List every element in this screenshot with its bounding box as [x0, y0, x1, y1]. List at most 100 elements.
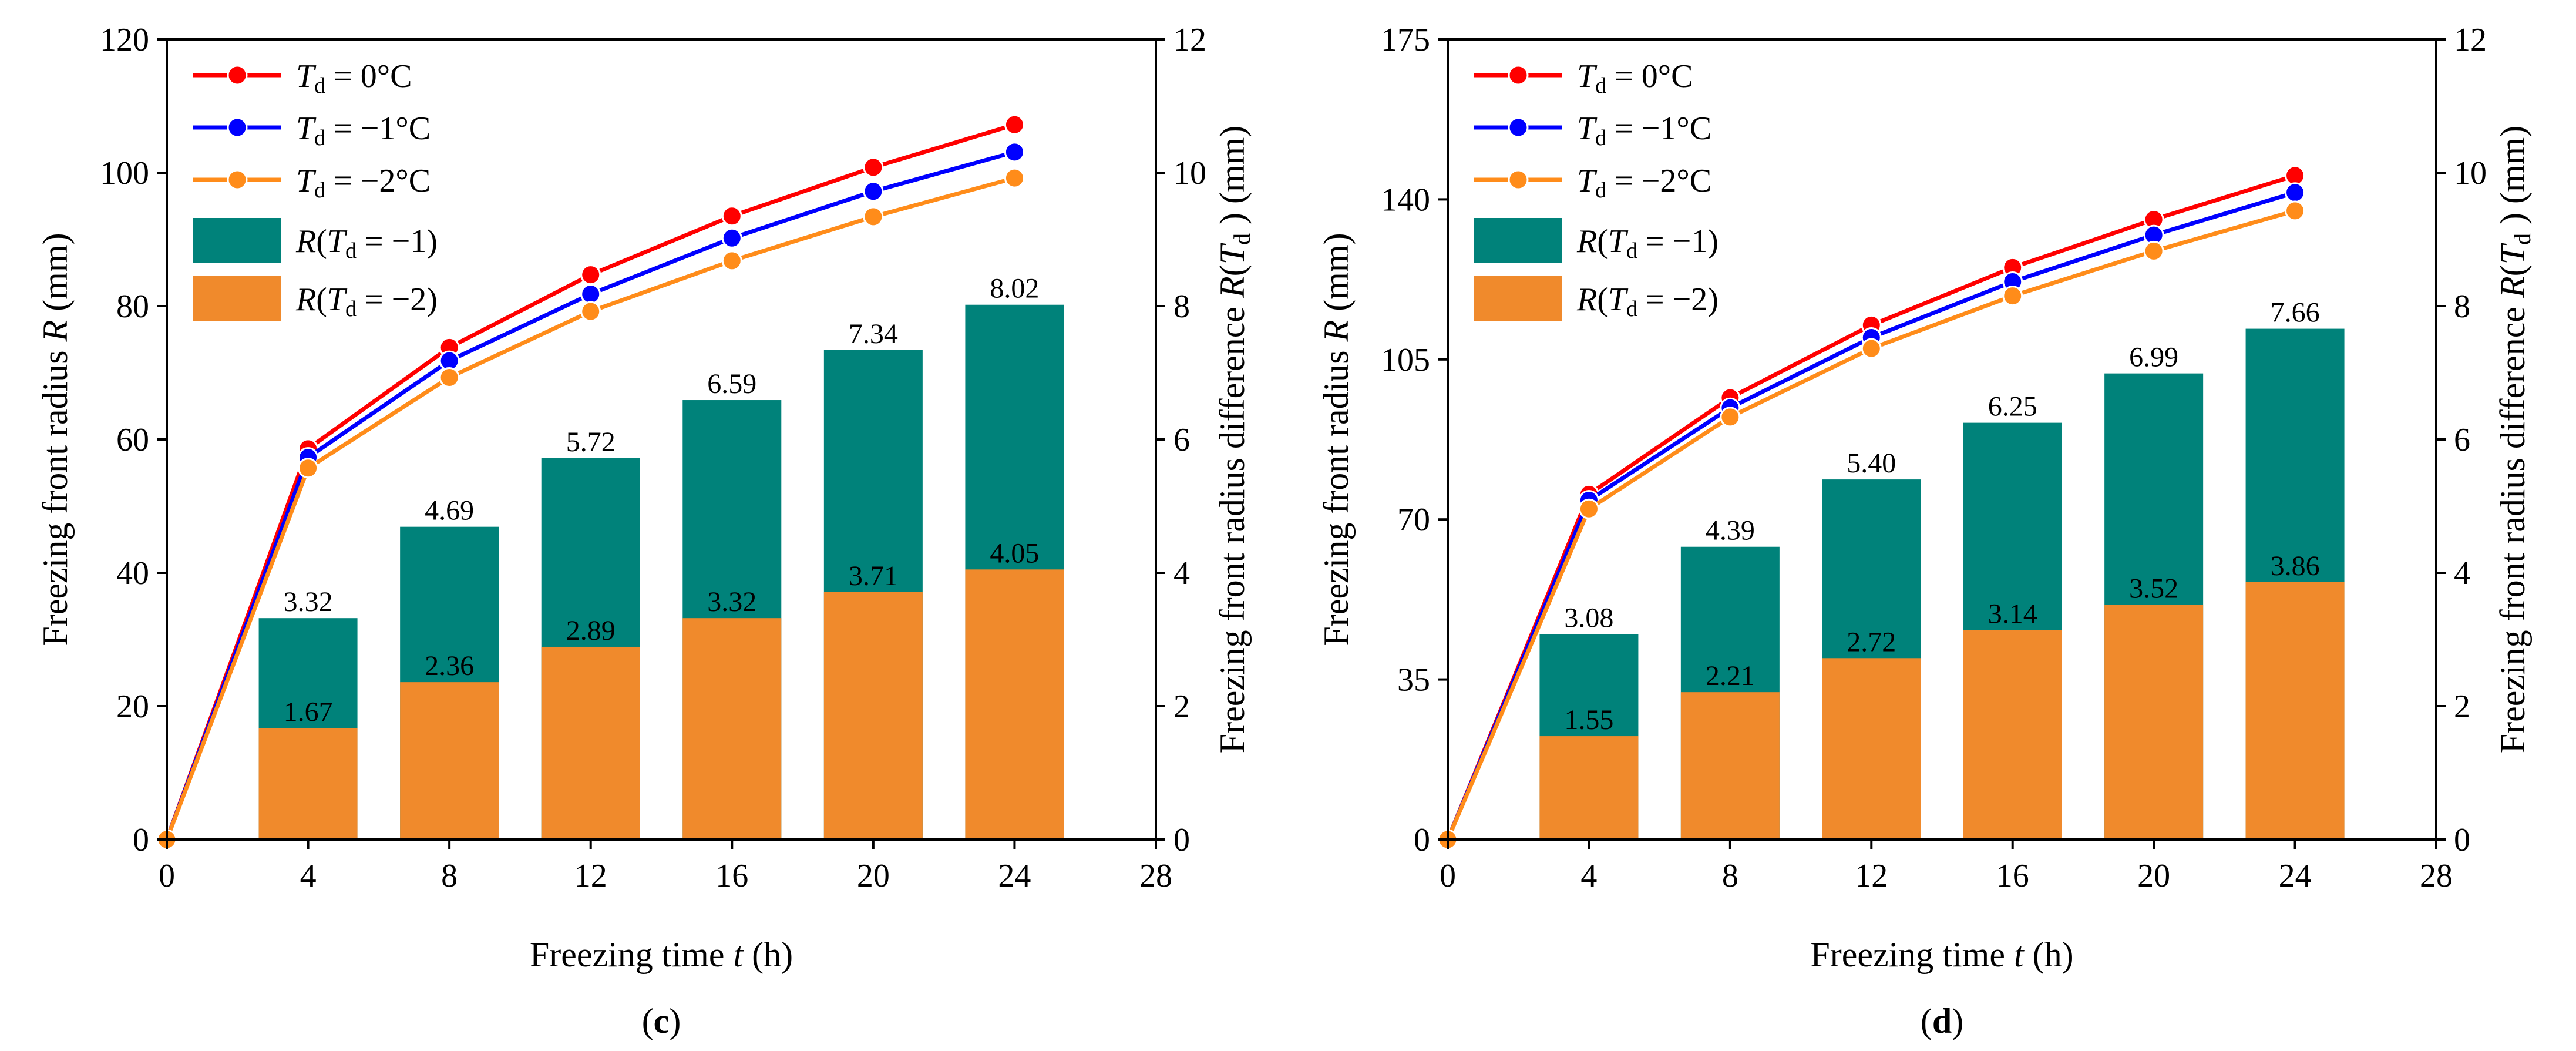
bar-diff-2	[541, 646, 640, 840]
bar-diff-2	[258, 728, 358, 840]
x-tick-label: 8	[1722, 858, 1738, 894]
legend-bar-swatch	[193, 218, 281, 263]
legend: Td = 0°C Td = −1°C Td = −2°C R(Td = −1) R(Td…	[1474, 58, 1719, 321]
y-tick-label: 0	[133, 822, 149, 858]
series-point	[298, 458, 319, 479]
y-tick-label: 70	[1397, 502, 1430, 538]
y2-tick-label: 0	[2454, 822, 2470, 858]
x-tick-label: 28	[1139, 858, 1172, 894]
legend-label: R(Td = −2)	[295, 281, 438, 321]
bar-value-label: 7.66	[2271, 297, 2320, 328]
panel-label: (d)	[1921, 1002, 1963, 1040]
legend-marker	[227, 65, 248, 86]
y-axis-title: Freezing front radius R (mm)	[36, 233, 75, 646]
legend-label: R(Td = −1)	[295, 223, 438, 263]
series-point	[1004, 114, 1025, 135]
bar-diff-2	[1963, 630, 2062, 840]
legend-label: Td = −2°C	[1577, 163, 1711, 203]
panel-c: 3.32 4.69 5.72 6.59 7.34 8.02 1.67 2.36 2.89 3.32…	[36, 22, 1255, 1040]
bar-value-label: 1.67	[284, 696, 333, 727]
series-point	[2002, 286, 2023, 307]
bar-diff-2	[965, 569, 1064, 840]
y-tick-label: 140	[1381, 182, 1430, 218]
bar-value-label: 3.08	[1564, 602, 1613, 633]
bar-value-label: 2.72	[1847, 626, 1896, 657]
legend-label: Td = −1°C	[1577, 110, 1711, 150]
series-point	[580, 264, 601, 286]
bar-value-label: 6.59	[707, 368, 756, 399]
y-tick-label: 100	[100, 155, 149, 192]
legend-label: Td = −1°C	[296, 110, 431, 150]
legend-label: R(Td = −1)	[1576, 223, 1719, 263]
series-point	[863, 157, 884, 178]
bar-value-label: 2.21	[1706, 660, 1755, 691]
y-tick-label: 80	[116, 288, 149, 325]
bar-value-label: 8.02	[990, 273, 1039, 304]
bar-diff-2	[1680, 692, 1780, 840]
legend-label: Td = 0°C	[1577, 58, 1693, 98]
bar-value-label: 3.32	[707, 586, 756, 617]
legend: Td = 0°C Td = −1°C Td = −2°C R(Td = −1) R(Td…	[193, 58, 438, 321]
x-axis-title: Freezing time t (h)	[1810, 935, 2073, 974]
series-point	[721, 206, 742, 227]
series-point	[1578, 498, 1599, 519]
bar-value-label: 3.32	[284, 586, 333, 617]
y2-tick-label: 10	[2454, 155, 2487, 192]
bar-diff-2	[2104, 605, 2204, 840]
bar-value-label: 5.40	[1847, 448, 1896, 479]
series-point	[1720, 407, 1741, 428]
series-point	[439, 367, 460, 388]
legend-marker	[1508, 65, 1529, 86]
x-tick-label: 16	[715, 858, 748, 894]
x-tick-label: 0	[1440, 858, 1456, 894]
bar-diff-2	[2245, 582, 2345, 840]
y-tick-label: 120	[100, 22, 149, 58]
panel-label: (c)	[642, 1002, 681, 1040]
bar-value-label: 1.55	[1564, 704, 1613, 736]
panel-d: 3.08 4.39 5.40 6.25 6.99 7.66 1.55 2.21 2.72 3.14…	[1317, 22, 2535, 1040]
bar-diff-2	[1822, 658, 1921, 840]
x-tick-label: 24	[998, 858, 1031, 894]
bar-value-label: 7.34	[849, 318, 898, 350]
series-point	[863, 181, 884, 202]
bar-diff-2	[823, 592, 923, 840]
series-point	[863, 206, 884, 227]
series-point	[2285, 200, 2306, 221]
legend-bar-swatch	[1474, 276, 1562, 321]
x-tick-label: 0	[159, 858, 175, 894]
bar-value-label: 2.36	[425, 650, 474, 681]
x-tick-label: 16	[1996, 858, 2029, 894]
x-tick-label: 20	[2137, 858, 2170, 894]
x-tick-label: 4	[300, 858, 317, 894]
y2-axis-title: Freezing front radius difference R(Td ) …	[1213, 126, 1255, 754]
x-axis-title: Freezing time t (h)	[530, 935, 793, 974]
bar-value-label: 4.69	[425, 495, 474, 526]
bar-value-label: 5.72	[566, 427, 616, 458]
bar-diff-2	[1539, 736, 1639, 840]
x-tick-label: 8	[441, 858, 458, 894]
series-point	[721, 250, 742, 271]
y-tick-label: 20	[116, 689, 149, 725]
x-tick-label: 12	[1855, 858, 1888, 894]
bar-value-label: 3.86	[2271, 550, 2320, 582]
legend-label: Td = 0°C	[296, 58, 412, 98]
bar-value-label: 3.52	[2129, 573, 2178, 604]
bar-value-label: 6.99	[2129, 342, 2178, 373]
y2-tick-label: 8	[2454, 288, 2470, 325]
y2-axis-title: Freezing front radius difference R(Td ) …	[2493, 126, 2535, 754]
series-point	[1004, 142, 1025, 163]
series-point	[1004, 167, 1025, 189]
x-tick-label: 20	[857, 858, 890, 894]
y2-tick-label: 8	[1173, 288, 1190, 325]
series-point	[2285, 182, 2306, 203]
y-tick-label: 0	[1414, 822, 1430, 858]
y2-tick-label: 6	[2454, 422, 2470, 458]
legend-label: Td = −2°C	[296, 163, 431, 203]
legend-marker	[1508, 169, 1529, 190]
y2-tick-label: 4	[2454, 555, 2470, 592]
legend-bar-swatch	[1474, 218, 1562, 263]
bar-value-label: 6.25	[1988, 391, 2037, 422]
y2-tick-label: 6	[1173, 422, 1190, 458]
y-tick-label: 175	[1381, 22, 1430, 58]
